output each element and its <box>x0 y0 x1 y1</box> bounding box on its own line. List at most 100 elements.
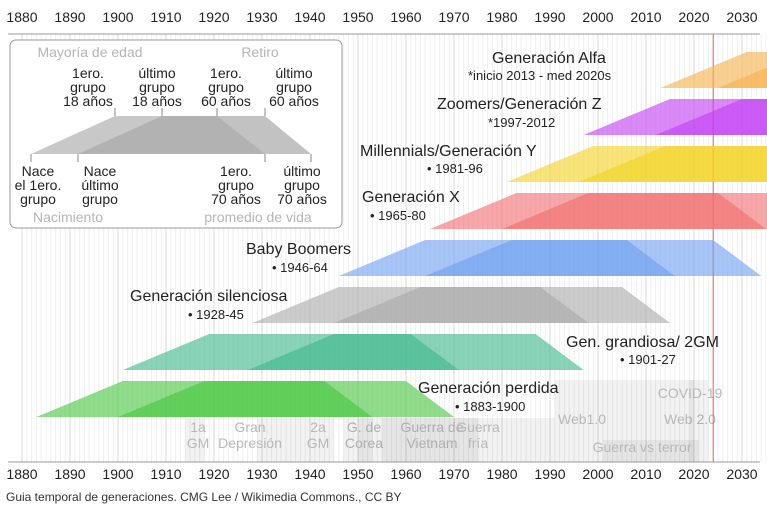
event-band <box>617 380 694 462</box>
axis-tick-label: 1920 <box>198 466 229 482</box>
event-label: Gran <box>234 419 265 435</box>
axis-tick-label: 1930 <box>246 466 277 482</box>
generation-band <box>502 193 767 229</box>
axis-tick-label: 1970 <box>438 9 469 25</box>
axis-tick-label: 1880 <box>6 466 37 482</box>
legend-label: 60 años <box>269 93 319 109</box>
axis-tick-label: 2030 <box>726 9 757 25</box>
event-band <box>343 418 555 462</box>
legend-label: Nace <box>22 163 55 179</box>
caption: Guia temporal de generaciones. CMG Lee /… <box>6 490 402 504</box>
axis-tick-label: 1990 <box>534 466 565 482</box>
legend-heading: Mayoría de edad <box>37 44 142 60</box>
axis-tick-label: 1940 <box>294 9 325 25</box>
event-label: Depresión <box>218 435 282 451</box>
legend-heading: promedio de vida <box>204 209 312 225</box>
event-label: 1a <box>190 419 206 435</box>
axis-tick-label: 1970 <box>438 466 469 482</box>
axis-tick-label: 1910 <box>150 466 181 482</box>
axis-tick-label: 1890 <box>54 9 85 25</box>
legend-label: grupo <box>218 177 254 193</box>
axis-tick-label: 1920 <box>198 9 229 25</box>
event-label: fría <box>468 435 488 451</box>
legend-heading: Nacimiento <box>33 209 103 225</box>
axis-tick-label: 2020 <box>678 466 709 482</box>
axis-tick-label: 1950 <box>342 9 373 25</box>
generation-name: Generación X <box>362 189 460 206</box>
axis-tick-label: 1900 <box>102 9 133 25</box>
axis-tick-label: 2030 <box>726 466 757 482</box>
axis-tick-label: 1940 <box>294 466 325 482</box>
legend-label: grupo <box>70 79 106 95</box>
legend-label: 18 años <box>132 93 182 109</box>
generation-range: • 1901-27 <box>620 352 676 367</box>
axis-tick-label: 2010 <box>630 466 661 482</box>
event-label: COVID-19 <box>658 385 723 401</box>
generation-name: Zoomers/Generación Z <box>437 96 602 113</box>
event-band <box>602 440 699 462</box>
axis-tick-label: 1880 <box>6 9 37 25</box>
axis-tick-label: 1980 <box>486 9 517 25</box>
legend-label: grupo <box>284 177 320 193</box>
legend-label: último <box>283 163 321 179</box>
axis-tick-label: 1980 <box>486 466 517 482</box>
generation-band <box>247 334 584 370</box>
legend-label: último <box>275 65 313 81</box>
generation-band <box>118 381 454 417</box>
legend-label: último <box>138 65 176 81</box>
legend-label: 1ero. <box>220 163 252 179</box>
generation-range: *inicio 2013 - med 2020s <box>468 68 612 83</box>
legend-label: Nace <box>84 163 117 179</box>
event-band <box>358 418 373 462</box>
legend-label: grupo <box>276 79 312 95</box>
axis-tick-label: 1890 <box>54 466 85 482</box>
generation-name: Gen. grandiosa/ 2GM <box>566 334 719 351</box>
generation-name: Generación perdida <box>418 380 559 397</box>
legend-label: 1ero. <box>72 65 104 81</box>
event-label: Web 2.0 <box>664 411 716 427</box>
event-label: Guerra <box>456 419 500 435</box>
axis-tick-label: 2000 <box>582 9 613 25</box>
legend-label: grupo <box>82 191 118 207</box>
event-label: G. de <box>347 419 381 435</box>
generation-band <box>655 99 767 135</box>
event-band <box>382 418 478 462</box>
event-label: Guerra de <box>400 419 463 435</box>
legend-label: grupo <box>20 191 56 207</box>
generation-range: • 1965-80 <box>370 208 426 223</box>
event-band <box>257 418 306 462</box>
legend-label: grupo <box>208 79 244 95</box>
axis-tick-label: 1960 <box>390 466 421 482</box>
axis-tick-label: 1900 <box>102 466 133 482</box>
axis-tick-label: 1990 <box>534 9 565 25</box>
generation-range: • 1946-64 <box>272 260 328 275</box>
axis-tick-label: 1960 <box>390 9 421 25</box>
generation-name: Generación Alfa <box>492 50 606 67</box>
generation-band <box>425 240 762 276</box>
legend-heading: Retiro <box>241 44 279 60</box>
event-label: GM <box>187 435 210 451</box>
legend-label: 70 años <box>277 191 327 207</box>
event-band <box>689 380 709 462</box>
legend-label: último <box>81 177 119 193</box>
generation-band <box>334 287 670 323</box>
generation-band <box>578 146 767 182</box>
legend-band-last <box>78 116 311 154</box>
event-label: Vietnam <box>406 435 457 451</box>
axis-tick-label: 2020 <box>678 9 709 25</box>
event-band <box>554 380 618 462</box>
event-label: Corea <box>345 435 383 451</box>
generation-range: • 1981-96 <box>427 161 483 176</box>
event-label: 2a <box>310 419 326 435</box>
generation-range: • 1883-1900 <box>455 399 525 414</box>
legend-label: 70 años <box>211 191 261 207</box>
legend-label: 18 años <box>63 93 113 109</box>
axis-tick-label: 2010 <box>630 9 661 25</box>
generation-band <box>718 67 767 88</box>
axis-tick-label: 2000 <box>582 466 613 482</box>
legend-label: el 1ero. <box>15 177 62 193</box>
legend-label: 60 años <box>201 93 251 109</box>
axis-tick-label: 1910 <box>150 9 181 25</box>
